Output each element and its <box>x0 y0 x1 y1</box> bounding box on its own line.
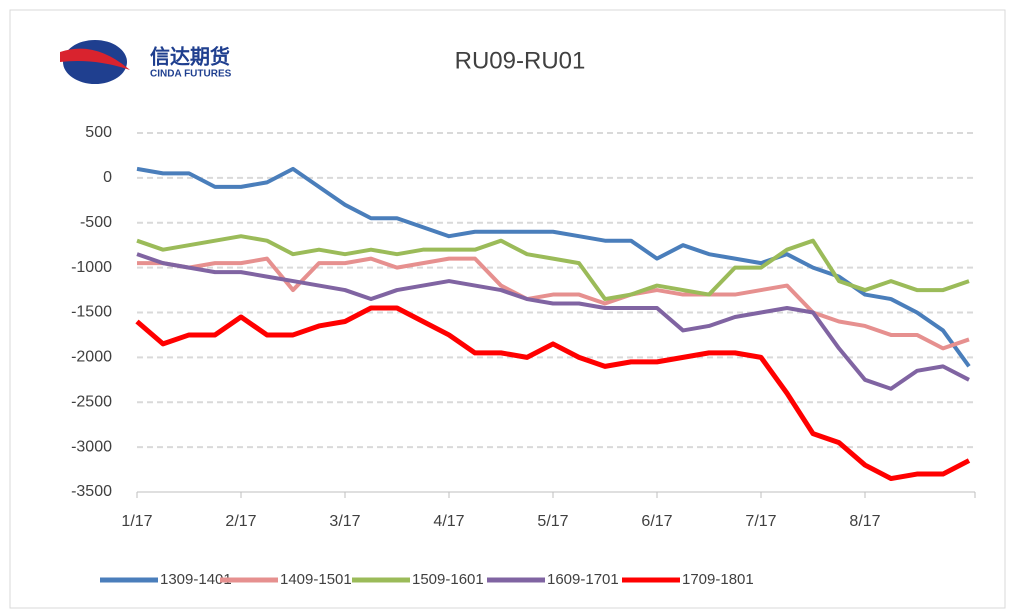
y-tick-label: -1500 <box>71 304 112 321</box>
y-tick-label: -1000 <box>71 259 112 276</box>
logo-name: 信达期货 <box>150 44 230 68</box>
y-tick-label: 0 <box>103 169 112 186</box>
y-tick-label: -3000 <box>71 438 112 455</box>
legend-label: 1309-1401 <box>160 571 232 588</box>
series-line <box>137 256 970 351</box>
series-line <box>136 252 970 391</box>
chart-title: RU09-RU01 <box>455 47 586 74</box>
x-tick-label: 2/17 <box>225 513 256 530</box>
y-tick-label: -2000 <box>71 349 112 366</box>
x-tick-label: 1/17 <box>121 513 152 530</box>
y-tick-label: -2500 <box>71 393 112 410</box>
y-tick-label: -3500 <box>71 483 112 500</box>
series-line <box>136 166 971 368</box>
x-tick-label: 8/17 <box>849 513 880 530</box>
x-tick-label: 3/17 <box>329 513 360 530</box>
x-tick-label: 4/17 <box>433 513 464 530</box>
logo-swoosh <box>60 48 130 70</box>
series-line <box>136 234 970 302</box>
y-tick-label: -500 <box>80 214 112 231</box>
legend-label: 1409-1501 <box>280 571 352 588</box>
x-tick-label: 5/17 <box>537 513 568 530</box>
logo: 信达期货 CINDA FUTURES <box>60 40 232 84</box>
x-tick-label: 6/17 <box>641 513 672 530</box>
legend-label: 1609-1701 <box>547 571 619 588</box>
x-tick-label: 7/17 <box>745 513 776 530</box>
legend-label: 1509-1601 <box>412 571 484 588</box>
legend-label: 1709-1801 <box>682 571 754 588</box>
y-tick-label: 500 <box>85 124 112 141</box>
series-line <box>135 305 971 482</box>
logo-subtitle: CINDA FUTURES <box>150 69 232 80</box>
chart-border <box>9 9 1006 609</box>
